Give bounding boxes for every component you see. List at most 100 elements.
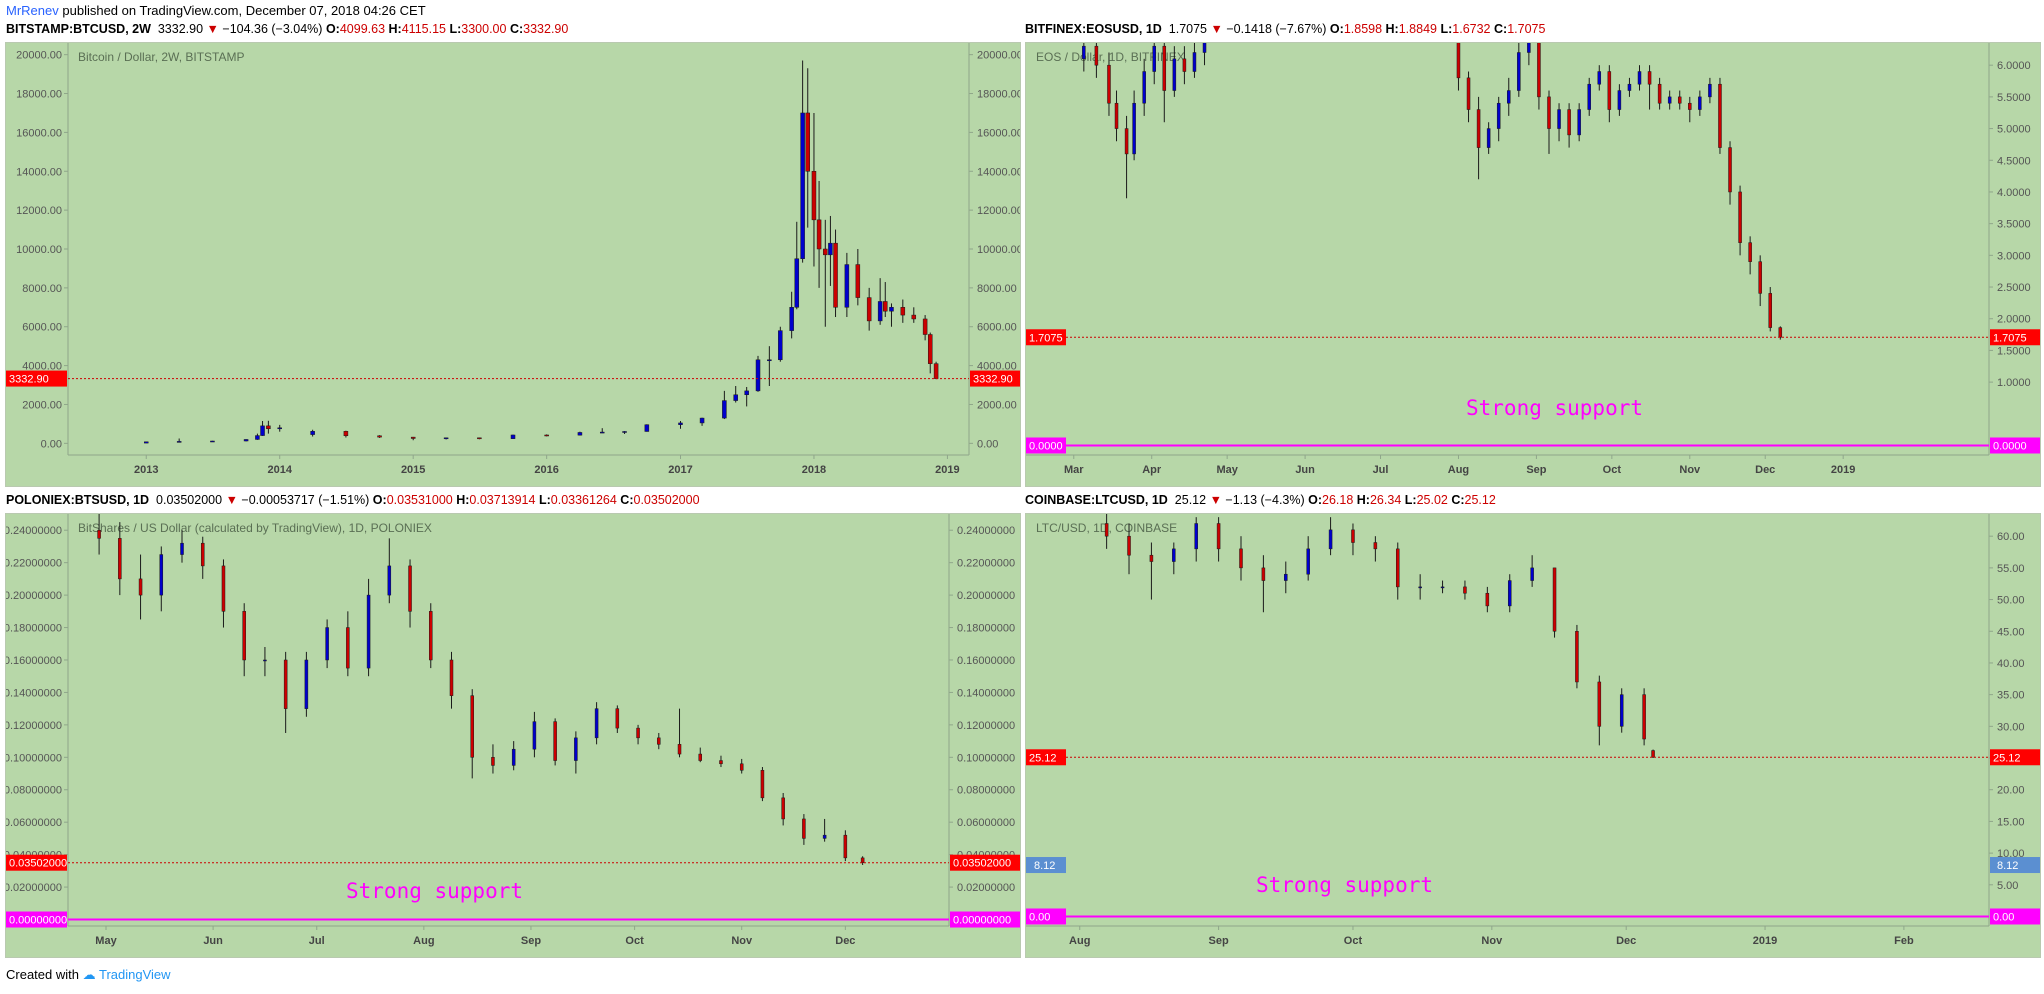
- tradingview-link[interactable]: TradingView: [99, 967, 171, 982]
- candle-up: [1194, 523, 1198, 550]
- candle-up: [144, 441, 149, 444]
- candle-up: [1142, 71, 1146, 104]
- x-tick-label: 2016: [534, 464, 558, 476]
- x-tick-label: Nov: [1481, 935, 1503, 947]
- candle-down: [1718, 83, 1722, 148]
- plot-area: [68, 514, 949, 926]
- symbol-label[interactable]: POLONIEX:BTSUSD, 1D: [6, 493, 150, 507]
- candle-up: [678, 422, 683, 425]
- x-tick-label: Jul: [1373, 464, 1389, 476]
- candle-down: [343, 431, 349, 437]
- x-tick-label: Nov: [1679, 464, 1701, 476]
- x-tick-label: Aug: [1069, 935, 1090, 947]
- candle-down: [1149, 554, 1154, 562]
- symbol-label[interactable]: BITFINEX:EOSUSD, 1D: [1025, 22, 1162, 36]
- chart-panel-btc[interactable]: 0.00 0.00 2000.00 2000.00 4000.00 4000.00 6000…: [5, 42, 1021, 487]
- candle-down: [811, 171, 817, 221]
- candle-down: [1373, 542, 1378, 550]
- down-arrow-icon: ▼: [225, 493, 238, 507]
- candle-up: [1328, 529, 1333, 550]
- y-tick-label: 0.10000000: [957, 752, 1015, 764]
- y-tick-label: 10000.00: [977, 244, 1020, 256]
- candle-up: [755, 359, 761, 392]
- y-tick-label: 12000.00: [977, 205, 1020, 217]
- plot-area: [1026, 43, 1989, 455]
- candle-up: [1082, 45, 1086, 60]
- x-tick-label: Oct: [1344, 935, 1363, 947]
- symbol-label[interactable]: BITSTAMP:BTCUSD, 2W: [6, 22, 151, 36]
- candle-down: [1642, 694, 1646, 740]
- x-tick-label: Feb: [1894, 935, 1914, 947]
- candle-up: [1557, 109, 1561, 129]
- published-line: MrRenev published on TradingView.com, De…: [6, 3, 426, 18]
- y-tick-label: 30.00: [1997, 721, 2025, 733]
- candle-down: [283, 659, 288, 709]
- candle-down: [1657, 83, 1662, 104]
- high-value: 0.03713914: [469, 493, 536, 507]
- y-tick-label: 0.18000000: [6, 623, 62, 635]
- y-tick-label: 12000.00: [16, 205, 62, 217]
- candle-down: [1396, 548, 1400, 588]
- candle-down: [698, 753, 702, 761]
- y-tick-label: 5.5000: [1997, 92, 2031, 104]
- candle-down: [1758, 261, 1762, 294]
- candle-down: [1124, 128, 1129, 155]
- y-tick-label: 2000.00: [22, 399, 62, 411]
- x-tick-label: 2014: [267, 464, 292, 476]
- support-label-right: [1990, 437, 2040, 454]
- candle-down: [1677, 96, 1682, 104]
- open-value: 4099.63: [339, 22, 386, 36]
- candle-down: [200, 542, 205, 567]
- candle-down: [377, 435, 382, 438]
- down-arrow-icon: ▼: [1209, 493, 1222, 507]
- candle-down: [1466, 77, 1471, 110]
- plot-area: [1026, 514, 1989, 926]
- down-arrow-icon: ▼: [1210, 22, 1223, 36]
- btc-chart-svg[interactable]: 0.00 0.00 2000.00 2000.00 4000.00 4000.00 6000…: [6, 43, 1020, 486]
- y-tick-label: 0.08000000: [957, 785, 1015, 797]
- eos-chart-svg[interactable]: 1.0000 1.5000 2.0000 2.5000 3.0000 3.5000 4.00…: [1026, 43, 2040, 486]
- candle-up: [1627, 83, 1632, 91]
- chart-panel-eos[interactable]: 1.0000 1.5000 2.0000 2.5000 3.0000 3.5000 4.00…: [1025, 42, 2041, 487]
- candle-down: [615, 708, 620, 729]
- candle-down: [1778, 327, 1783, 338]
- y-tick-label: 2.5000: [1997, 282, 2031, 294]
- candle-up: [1507, 90, 1511, 104]
- candle-down: [816, 219, 822, 250]
- candle-down: [1463, 586, 1467, 594]
- open-value: 0.03531000: [386, 493, 453, 507]
- support-label-right: [1990, 908, 2040, 925]
- chart-watermark: Bitcoin / Dollar, 2W, BITSTAMP: [78, 50, 245, 64]
- down-arrow-icon: ▼: [206, 22, 219, 36]
- candle-down: [833, 242, 838, 308]
- symbol-label[interactable]: COINBASE:LTCUSD, 1D: [1025, 493, 1168, 507]
- candle-down: [1107, 64, 1111, 104]
- ltc-chart-svg[interactable]: 5.0010.0015.0020.0025.0030.0035.0040.004…: [1026, 514, 2040, 957]
- price-label-left-text: 0.03502000: [9, 858, 67, 870]
- candle-up: [744, 390, 749, 396]
- candle-up: [176, 441, 182, 443]
- y-tick-label: 0.18000000: [957, 623, 1015, 635]
- price-label-left-text: 25.12: [1029, 752, 1057, 764]
- close-value: 3332.90: [523, 22, 569, 36]
- chart-panel-bts[interactable]: 0.020000000.020000000.040000000.04000000…: [5, 513, 1021, 958]
- tradingview-logo-icon[interactable]: ☁: [82, 967, 96, 982]
- candle-up: [889, 307, 894, 312]
- change-value: −0.1418 (−7.67%): [1226, 22, 1327, 36]
- candle-down: [477, 437, 482, 440]
- y-tick-label: 0.24000000: [6, 525, 62, 537]
- x-tick-label: Dec: [835, 935, 855, 947]
- y-tick-label: 2000.00: [977, 399, 1017, 411]
- chart-panel-ltc[interactable]: 5.0010.0015.0020.0025.0030.0035.0040.004…: [1025, 513, 2041, 958]
- last-price: 1.7075: [1168, 22, 1208, 36]
- candle-up: [263, 659, 267, 662]
- close-value: 25.12: [1464, 493, 1496, 507]
- high-value: 1.8849: [1398, 22, 1437, 36]
- candle-down: [1651, 750, 1655, 758]
- x-tick-label: Dec: [1616, 935, 1636, 947]
- y-tick-label: 5.0000: [1997, 124, 2031, 136]
- author-link[interactable]: MrRenev: [6, 3, 59, 18]
- price-label-right-text: 1.7075: [1993, 332, 2027, 344]
- candle-down: [470, 695, 474, 758]
- bts-chart-svg[interactable]: 0.020000000.020000000.040000000.04000000…: [6, 514, 1020, 957]
